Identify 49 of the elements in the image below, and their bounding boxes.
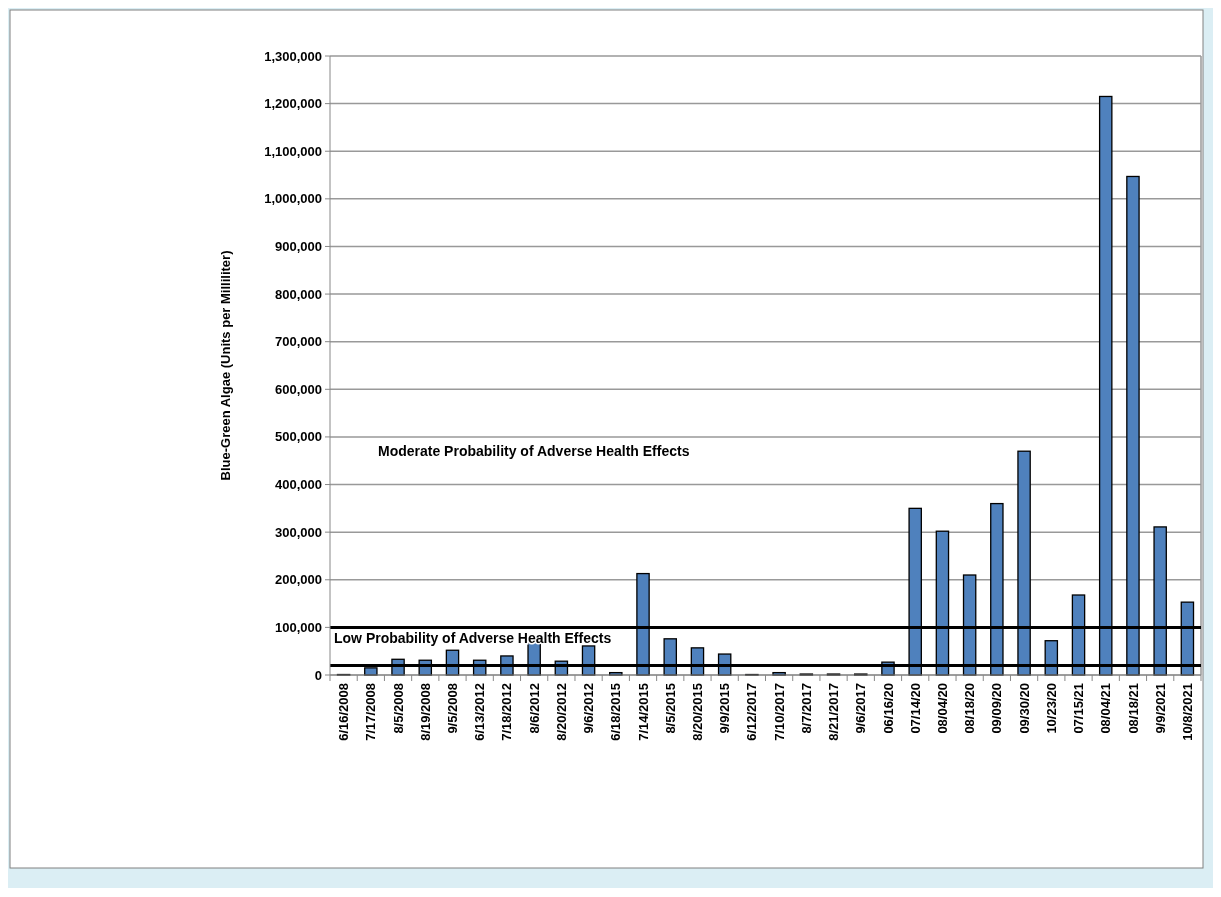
x-tick-label: 8/7/2017 [798, 683, 814, 734]
x-tick-label: 08/04/21 [1098, 683, 1114, 734]
x-tick-label: 7/10/2017 [771, 683, 787, 741]
y-tick-label: 1,100,000 [264, 143, 322, 159]
x-tick-label: 07/14/20 [907, 683, 923, 734]
y-tick-label: 600,000 [275, 381, 322, 397]
x-tick-label: 8/6/2012 [526, 683, 542, 734]
y-tick-label: 400,000 [275, 477, 322, 493]
x-tick-label: 7/18/2012 [499, 683, 515, 741]
x-tick-label: 9/6/2017 [853, 683, 869, 734]
x-tick-label: 08/04/20 [934, 683, 950, 734]
y-tick-label: 500,000 [275, 429, 322, 445]
x-tick-label: 09/09/20 [989, 683, 1005, 734]
x-tick-label: 09/30/20 [1016, 683, 1032, 734]
x-tick-label: 9/9/2015 [717, 683, 733, 734]
x-tick-label: 8/5/2008 [390, 683, 406, 734]
x-tick-label: 8/5/2015 [662, 683, 678, 734]
x-tick-label: 6/13/2012 [472, 683, 488, 741]
y-axis-title: Blue-Green Algae (Units per Milliliter) [218, 250, 233, 481]
annotation: Moderate Probability of Adverse Health Effects [378, 443, 690, 459]
x-tick-label: 9/9/2021 [1152, 683, 1168, 734]
x-tick-label: 8/20/2015 [690, 683, 705, 741]
x-tick-label: 9/5/2008 [445, 683, 461, 734]
x-tick-label: 08/18/21 [1125, 683, 1141, 734]
y-tick-label: 300,000 [275, 524, 322, 540]
x-tick-label: 10/23/20 [1043, 683, 1059, 734]
x-tick-label: 06/16/20 [880, 683, 896, 734]
y-tick-label: 900,000 [275, 239, 322, 255]
x-tick-label: 7/14/2015 [635, 683, 651, 741]
ref-line-label: Low Probability of Adverse Health Effects [334, 630, 612, 647]
x-tick-label: 8/19/2008 [417, 683, 433, 741]
y-tick-label: 1,200,000 [264, 96, 322, 112]
x-tick-label: 7/17/2008 [363, 683, 379, 741]
x-tick-label: 08/18/20 [962, 683, 978, 734]
y-tick-label: 700,000 [275, 334, 322, 350]
y-tick-label: 100,000 [275, 619, 322, 635]
x-tick-label: 9/6/2012 [581, 683, 597, 734]
y-tick-label: 0 [314, 667, 322, 683]
y-tick-label: 800,000 [275, 286, 322, 302]
x-tick-label: 6/12/2017 [744, 683, 760, 741]
x-tick-label: 8/21/2017 [826, 683, 842, 741]
x-tick-label: 10/8/2021 [1179, 683, 1195, 741]
y-tick-label: 1,300,000 [264, 48, 322, 64]
x-tick-label: 6/16/2008 [336, 683, 352, 741]
x-tick-label: 07/15/21 [1071, 683, 1087, 734]
x-tick-label: 8/20/2012 [553, 683, 569, 741]
y-tick-label: 200,000 [275, 572, 322, 588]
x-tick-label: 6/18/2015 [608, 683, 624, 741]
y-tick-label: 1,000,000 [264, 191, 322, 207]
